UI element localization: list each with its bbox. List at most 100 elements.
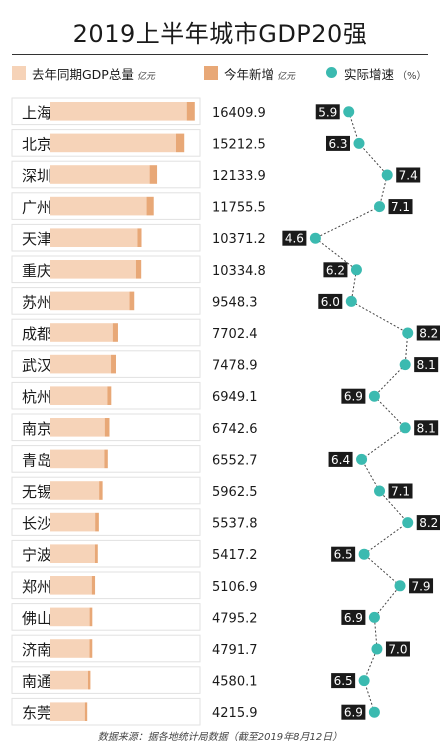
bar-base (50, 291, 130, 311)
legend-label-base: 去年同期GDP总量 (32, 67, 134, 82)
chart-title: 2019上半年城市GDP20强 (72, 20, 368, 48)
gdp-total-label: 9548.3 (212, 295, 258, 310)
growth-point (368, 706, 380, 718)
growth-label-bg (388, 199, 413, 215)
bar-increase (129, 291, 135, 311)
bar-increase (175, 133, 185, 153)
bar-increase (111, 354, 116, 374)
bar-base (50, 418, 105, 437)
legend-label-increase: 今年新增 (224, 67, 275, 82)
row-box (11, 255, 201, 284)
category-label: 广州 (22, 199, 52, 217)
growth-label: 8.1 (417, 421, 436, 435)
category-label: 北京 (22, 135, 52, 153)
bar-increase (149, 165, 158, 184)
category-label: 成都 (22, 325, 52, 343)
bar-base (50, 386, 108, 405)
category-label: 长沙 (22, 515, 52, 533)
gdp-total-label: 6552.7 (212, 453, 258, 468)
growth-label: 6.4 (331, 453, 350, 467)
bar-base (50, 607, 90, 627)
growth-label-bg (323, 262, 348, 278)
bar-base (50, 228, 138, 247)
growth-point (399, 422, 411, 434)
growth-label-bg (416, 325, 440, 341)
growth-label-bg (396, 167, 421, 183)
row-box (11, 508, 201, 536)
bar-increase (104, 418, 110, 437)
row-box (11, 287, 201, 315)
growth-point (368, 611, 380, 623)
category-label: 东莞 (22, 704, 52, 722)
growth-label: 6.9 (344, 390, 363, 404)
category-label: 佛山 (22, 609, 52, 627)
legend: 去年同期GDP总量 亿元 今年新增 亿元 实际增速 （%） (12, 63, 432, 85)
growth-label: 6.2 (326, 263, 345, 277)
bar-base (50, 639, 90, 658)
gdp-total-label: 4791.7 (212, 643, 258, 658)
gdp-total-label: 5106.9 (212, 580, 258, 595)
row-box (11, 539, 201, 568)
growth-point (350, 264, 362, 276)
growth-label-bg (341, 609, 366, 625)
row-box (11, 413, 201, 442)
bar-increase (87, 670, 91, 690)
bar-increase (91, 576, 96, 595)
growth-label-bg (315, 104, 340, 120)
bar-increase (84, 702, 88, 721)
category-label: 无锡 (22, 483, 52, 501)
growth-point (309, 232, 321, 244)
bar-base (50, 133, 176, 153)
gdp-total-label: 4795.2 (212, 611, 258, 626)
gdp-total-label: 7702.4 (212, 327, 258, 342)
gdp-total-label: 5417.2 (212, 548, 258, 563)
growth-label-bg (341, 704, 366, 720)
growth-label: 7.4 (399, 169, 418, 183)
growth-point (371, 643, 383, 655)
growth-label-bg (388, 483, 413, 499)
row-box (11, 603, 201, 631)
growth-label-bg (341, 388, 366, 404)
growth-label: 8.2 (419, 516, 438, 530)
growth-label-bg (414, 357, 439, 373)
row-box (11, 160, 201, 189)
legend-unit-increase: 亿元 (277, 72, 296, 82)
row-box (11, 97, 201, 126)
gdp-total-label: 15212.5 (212, 137, 266, 152)
legend-unit-base: 亿元 (136, 72, 155, 82)
row-box (11, 318, 201, 347)
bar-base (50, 544, 95, 563)
bar-base (50, 196, 147, 216)
growth-point (356, 453, 368, 465)
gdp-total-label: 7478.9 (212, 359, 258, 374)
growth-point (358, 675, 370, 687)
growth-label-bg (409, 578, 434, 594)
growth-label: 6.9 (344, 706, 363, 720)
bar-base (50, 449, 105, 469)
gdp-total-label: 16409.9 (212, 106, 266, 121)
row-box (11, 192, 201, 220)
gdp-total-label: 10371.2 (212, 232, 266, 247)
row-box (11, 634, 201, 663)
growth-point (402, 517, 414, 529)
growth-point (358, 548, 370, 560)
growth-connector-line (314, 111, 409, 713)
category-label: 深圳 (22, 167, 52, 185)
bar-base (50, 512, 96, 532)
growth-label: 8.2 (419, 327, 438, 341)
row-box (11, 223, 201, 252)
growth-label: 6.0 (321, 295, 340, 309)
category-label: 南通 (22, 673, 52, 691)
growth-point (343, 106, 355, 118)
category-label: 郑州 (22, 578, 52, 596)
gdp-total-label: 12133.9 (212, 169, 266, 184)
bar-base (50, 702, 85, 721)
gdp-total-label: 5962.5 (212, 485, 258, 500)
row-box (11, 666, 201, 694)
category-label: 上海 (22, 104, 52, 122)
growth-point (345, 295, 357, 307)
row-box (11, 571, 201, 600)
gdp-total-label: 6949.1 (212, 390, 258, 405)
